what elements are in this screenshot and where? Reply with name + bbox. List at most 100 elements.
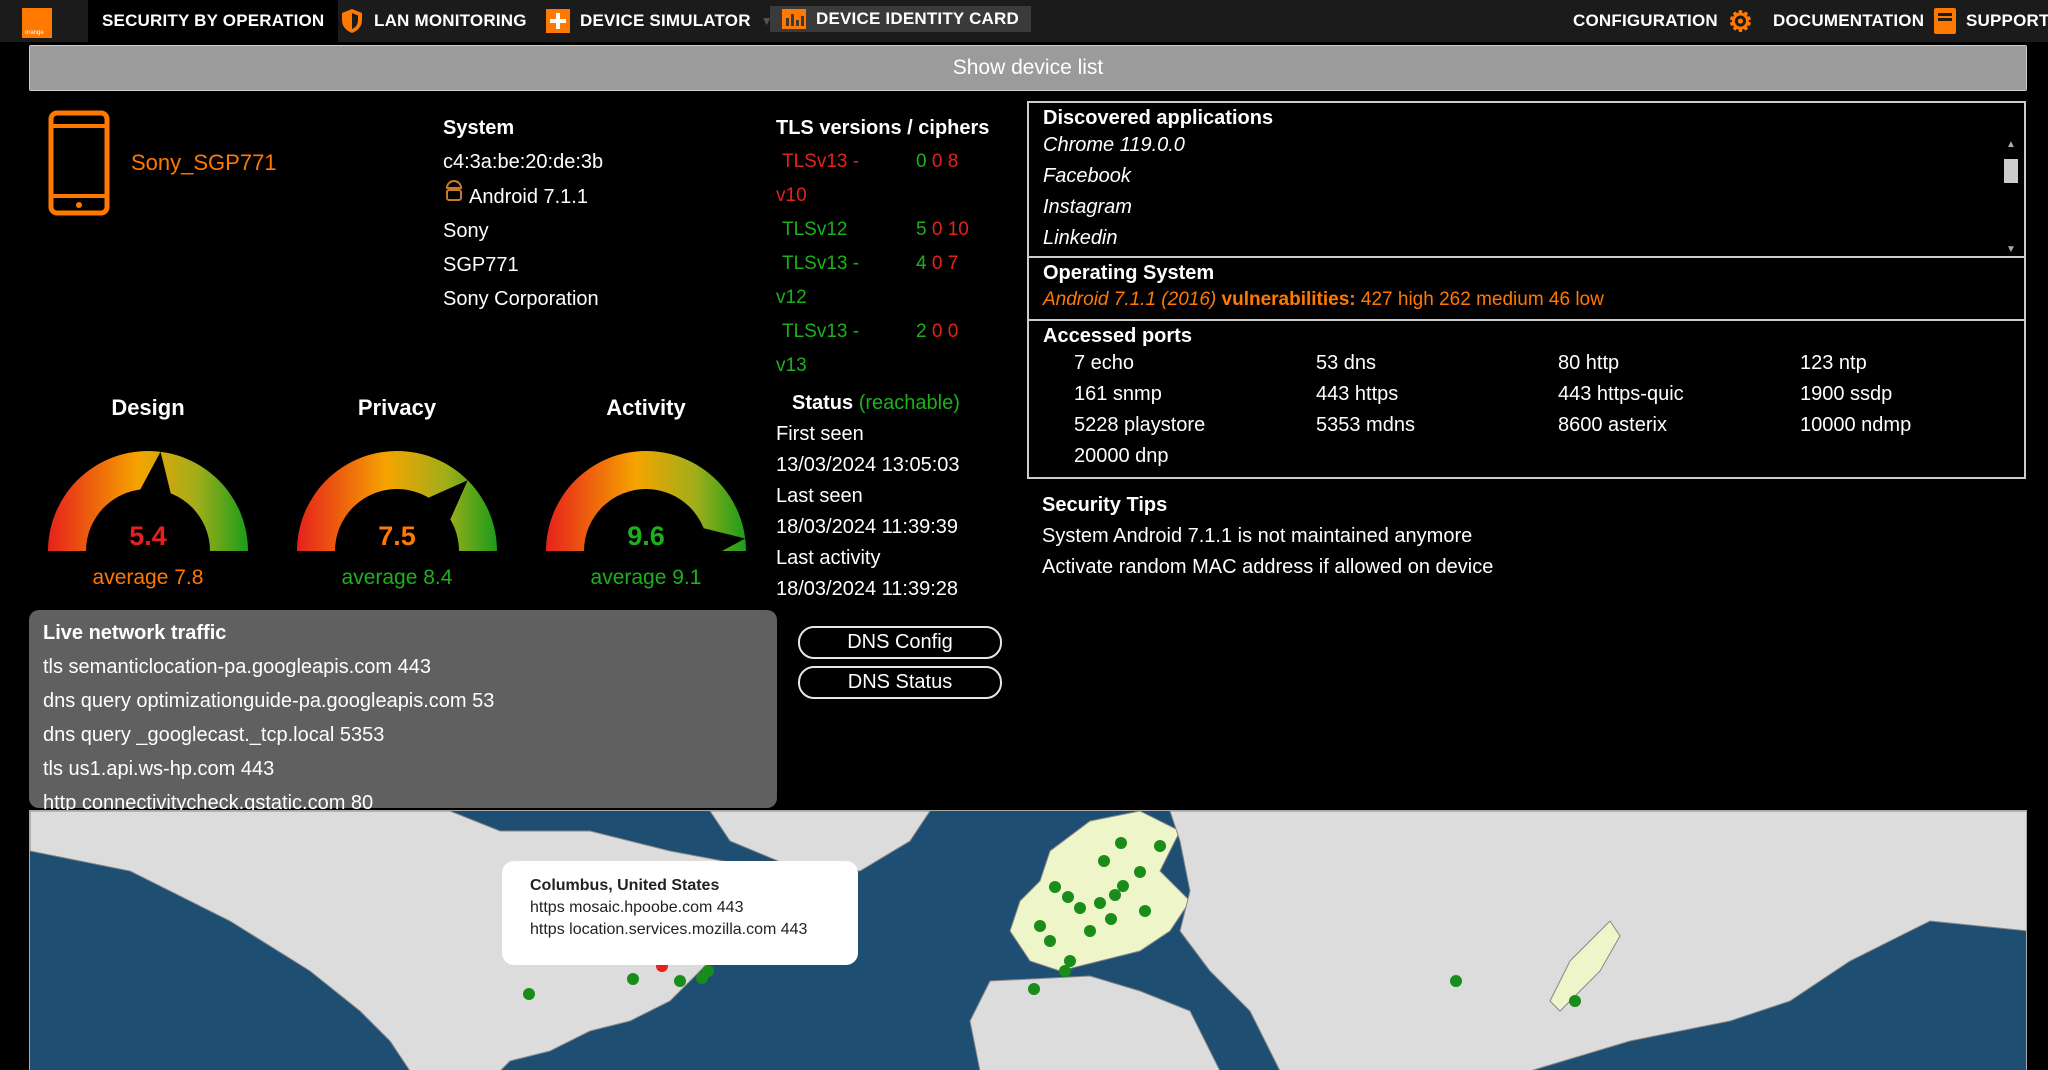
traffic-title: Live network traffic — [43, 622, 227, 644]
tls-count-mid: 0 — [931, 219, 943, 240]
orange-logo[interactable]: orange — [22, 8, 52, 38]
map-location-dot[interactable] — [1115, 837, 1127, 849]
model: SGP771 — [443, 254, 519, 276]
map-location-dot[interactable] — [1034, 920, 1046, 932]
nav-support[interactable]: SUPPORT — [1966, 11, 2048, 30]
nav-security-by-operation[interactable]: SECURITY BY OPERATION — [88, 0, 339, 42]
map-location-dot[interactable] — [1084, 925, 1096, 937]
chart-icon — [782, 9, 806, 29]
os-version: Android 7.1.1 — [469, 185, 588, 208]
apps-title: Discovered applications — [1043, 107, 1274, 129]
scroll-thumb[interactable] — [2004, 159, 2018, 183]
last-activity-value: 18/03/2024 11:39:28 — [776, 578, 959, 600]
gauge-average: average 7.8 — [92, 566, 204, 589]
gauge-needle — [703, 528, 746, 559]
map-location-dot[interactable] — [1134, 866, 1146, 878]
map-location-dot[interactable] — [1059, 965, 1071, 977]
tls-row: TLSv13 - 0 0 8 v10 — [776, 145, 996, 213]
gauge-average: average 8.4 — [341, 566, 453, 589]
map-location-dot[interactable] — [674, 975, 686, 987]
tls-title: TLS versions / ciphers — [776, 117, 990, 139]
os-row: Android 7.1.1 — [443, 179, 603, 214]
map-location-dot[interactable] — [1049, 881, 1061, 893]
port-item: 53 dns — [1316, 352, 1377, 374]
port-item: 443 https — [1316, 383, 1399, 405]
world-map[interactable] — [29, 810, 2027, 1070]
nav-configuration[interactable]: CONFIGURATION ⚙ — [1573, 5, 1754, 37]
gauge-needle — [428, 480, 468, 520]
tls-count-mid: 0 — [931, 151, 943, 172]
last-activity-label: Last activity — [776, 547, 881, 569]
map-location-dot[interactable] — [1109, 889, 1121, 901]
gauge-value: 7.5 — [378, 521, 416, 551]
status-title: Status — [792, 392, 854, 414]
nav-device-simulator[interactable]: DEVICE SIMULATOR ▼ — [546, 0, 773, 42]
map-location-dot[interactable] — [1117, 880, 1129, 892]
system-title: System — [443, 117, 515, 139]
port-item: 5353 mdns — [1316, 414, 1415, 436]
tls-count-good: 5 — [916, 219, 927, 240]
plus-icon — [546, 9, 570, 33]
corporation: Sony Corporation — [443, 288, 599, 310]
map-location-dot[interactable] — [1064, 955, 1076, 967]
nav-lan-monitoring[interactable]: LAN MONITORING — [340, 0, 527, 42]
shield-icon — [340, 8, 364, 34]
status-section: Status (reachable) First seen 13/03/2024… — [776, 388, 960, 605]
phone-icon — [48, 110, 112, 221]
map-location-dot[interactable] — [1450, 975, 1462, 987]
gauge-value: 5.4 — [129, 521, 167, 551]
map-location-dot[interactable] — [1044, 935, 1056, 947]
nav-device-identity-card[interactable]: DEVICE IDENTITY CARD — [770, 6, 1031, 32]
gauge-activity: Activity 9.6 average 9.1 — [541, 395, 751, 590]
os-panel-text: Android 7.1.1 (2016) — [1043, 289, 1217, 310]
app-item: Chrome 119.0.0 — [1043, 134, 1185, 156]
tls-count-bad: 7 — [947, 253, 959, 274]
vulnerabilities-label: vulnerabilities: — [1221, 289, 1356, 310]
map-location-dot[interactable] — [1105, 913, 1117, 925]
show-device-list-button[interactable]: Show device list — [29, 45, 2027, 91]
tls-counts: 4 0 7 — [916, 247, 958, 281]
map-tooltip: Columbus, United States https mosaic.hpo… — [502, 861, 858, 965]
dns-config-button[interactable]: DNS Config — [798, 626, 1002, 659]
chevron-down-icon[interactable]: ▼ — [760, 14, 773, 28]
map-location-dot[interactable] — [1062, 891, 1074, 903]
map-location-dot[interactable] — [1154, 840, 1166, 852]
gauge-dial: 7.5 — [297, 451, 497, 551]
vulnerabilities-text: 427 high 262 medium 46 low — [1360, 289, 1604, 310]
map-location-dot[interactable] — [1569, 995, 1581, 1007]
tls-count-mid: 0 — [931, 253, 943, 274]
first-seen-value: 13/03/2024 13:05:03 — [776, 454, 960, 476]
first-seen-label: First seen — [776, 423, 864, 445]
gauge-design: Design 5.4 average 7.8 — [43, 395, 253, 590]
port-item: 161 snmp — [1074, 383, 1162, 405]
map-location-dot[interactable] — [1074, 902, 1086, 914]
gauge-dial: 5.4 — [48, 451, 248, 551]
tls-counts: 2 0 0 — [916, 315, 958, 349]
nav-documentation[interactable]: DOCUMENTATION — [1773, 0, 1957, 42]
map-location-dot[interactable] — [1139, 905, 1151, 917]
port-item: 123 ntp — [1800, 352, 1867, 374]
tls-counts: 0 0 8 — [916, 145, 958, 179]
tls-version: TLSv12 — [782, 219, 848, 240]
dns-status-button[interactable]: DNS Status — [798, 666, 1002, 699]
map-location-dot[interactable] — [702, 965, 714, 977]
port-item: 8600 asterix — [1558, 414, 1667, 436]
traffic-item: http connectivitycheck.gstatic.com 80 — [43, 792, 374, 814]
traffic-item: dns query optimizationguide-pa.googleapi… — [43, 690, 495, 712]
map-location-dot[interactable] — [1094, 897, 1106, 909]
map-location-dot[interactable] — [627, 973, 639, 985]
live-network-traffic-panel: Live network traffic tls semanticlocatio… — [29, 610, 777, 814]
map-location-dot[interactable] — [1098, 855, 1110, 867]
tooltip-line: https location.services.mozilla.com 443 — [530, 921, 808, 938]
gauge-title: Activity — [606, 395, 686, 420]
port-item: 10000 ndmp — [1800, 414, 1912, 436]
map-location-dot[interactable] — [1028, 983, 1040, 995]
tip-item: System Android 7.1.1 is not maintained a… — [1042, 525, 1473, 547]
scroll-up-icon[interactable]: ▲ — [2006, 139, 2016, 150]
scroll-down-icon[interactable]: ▼ — [2006, 244, 2016, 255]
tls-version-suffix: v10 — [776, 185, 807, 206]
apps-scrollbar[interactable]: ▲ ▼ — [2002, 139, 2020, 255]
tls-version-suffix: v13 — [776, 355, 807, 376]
book-icon — [1934, 8, 1957, 34]
map-location-dot[interactable] — [523, 988, 535, 1000]
